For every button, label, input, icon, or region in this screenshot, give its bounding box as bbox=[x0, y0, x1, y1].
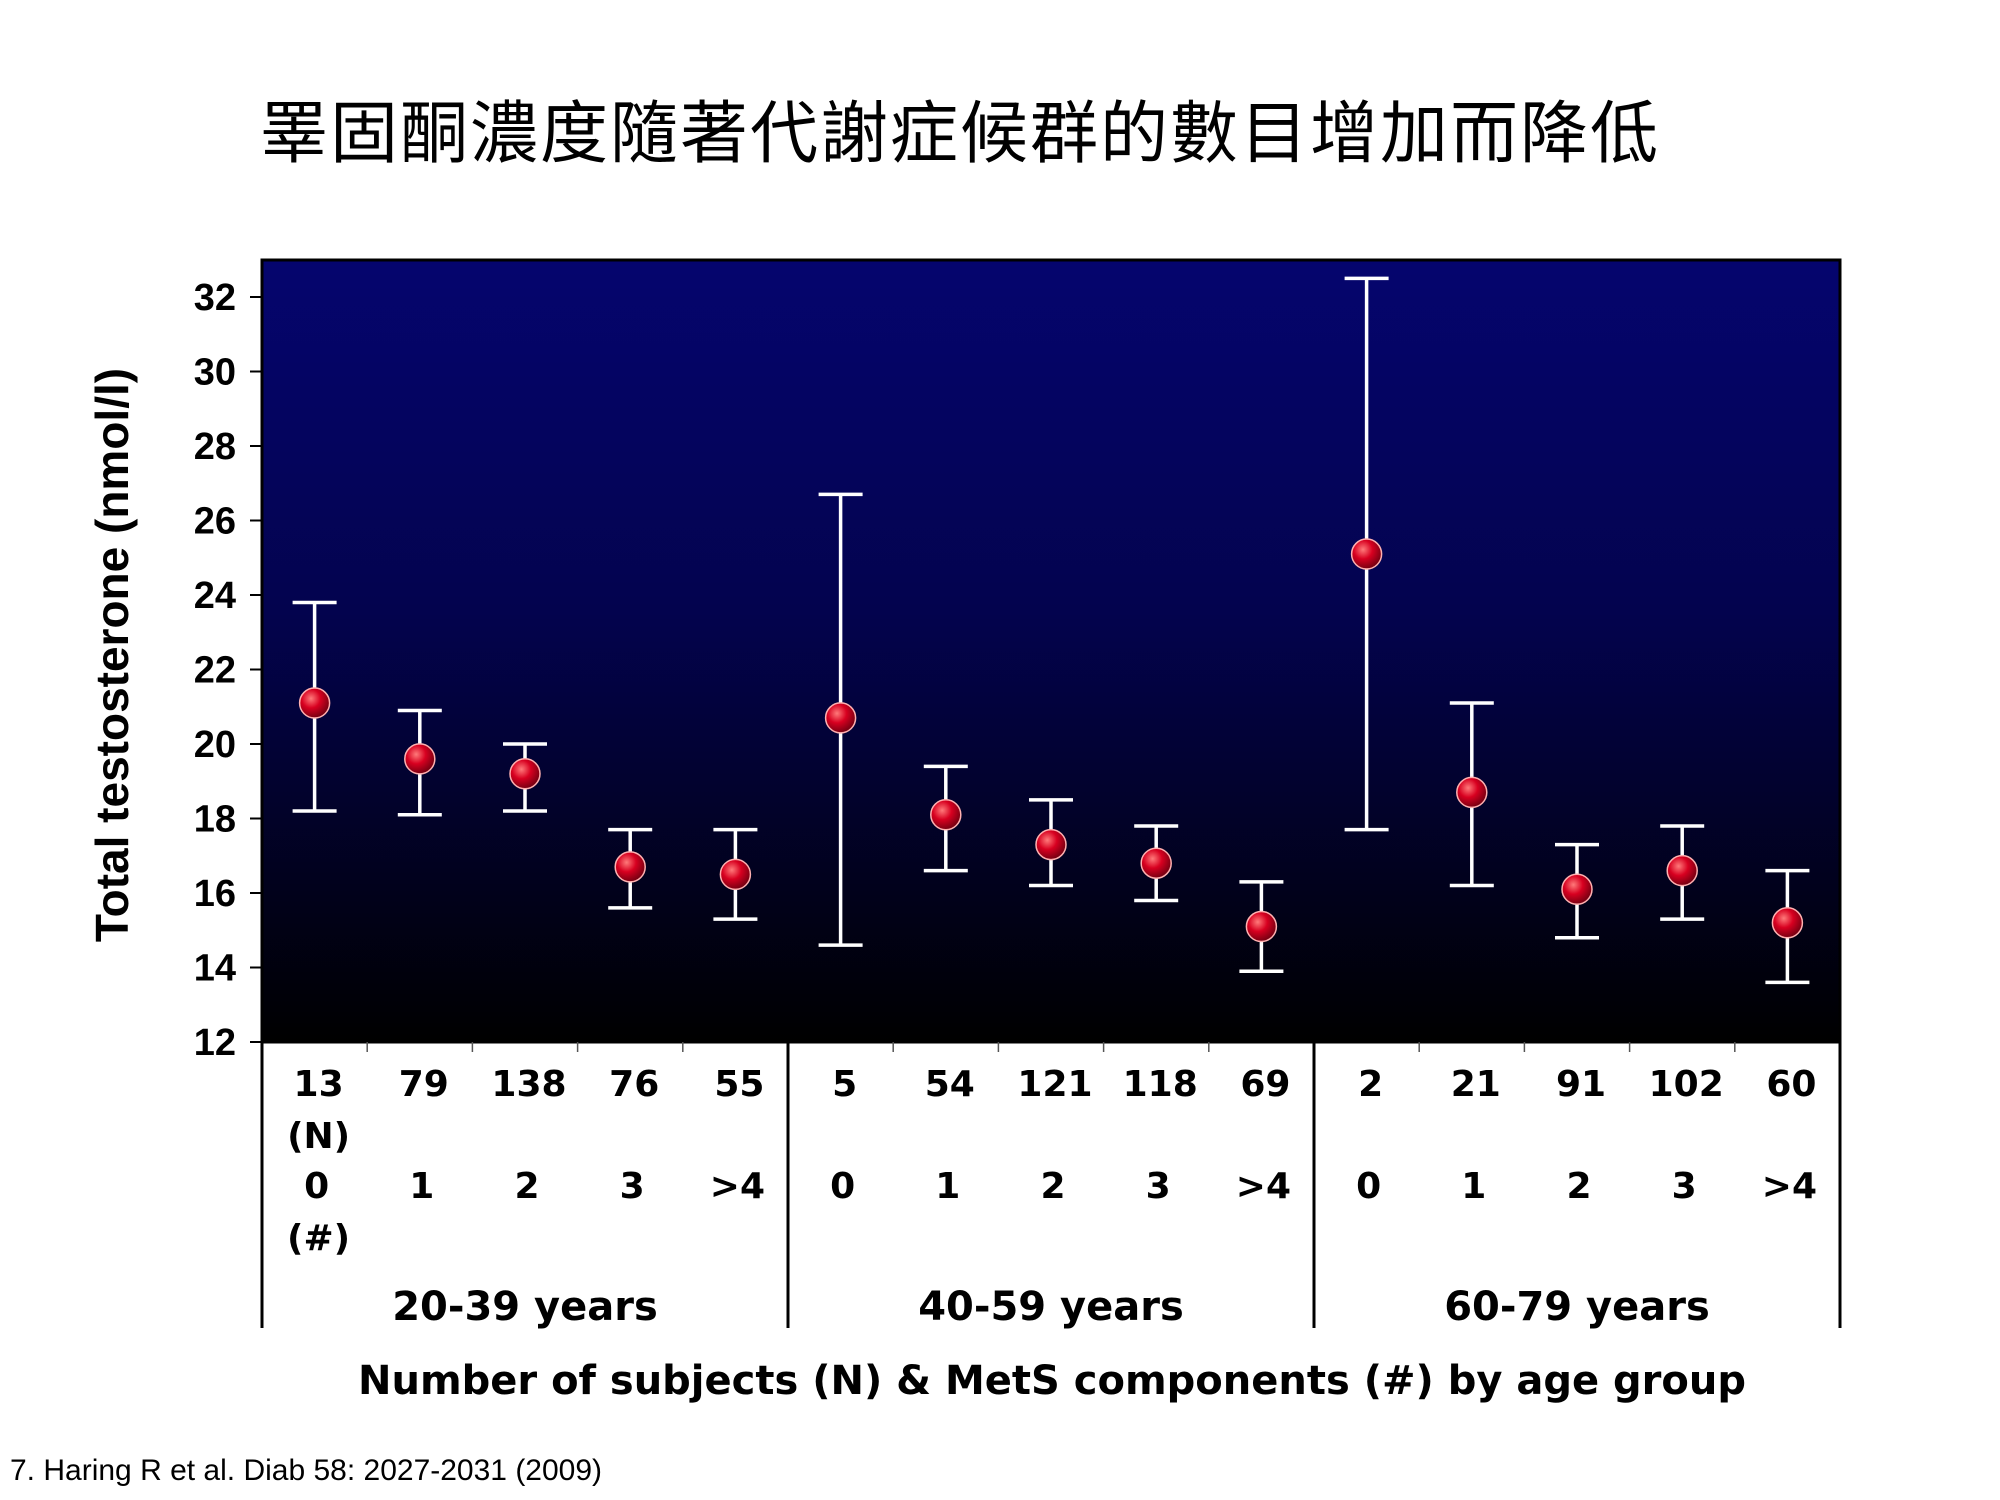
n-value: 138 bbox=[491, 1064, 566, 1105]
mets-row-label: (#) bbox=[287, 1218, 350, 1259]
data-point bbox=[509, 758, 541, 790]
mets-value: 3 bbox=[1146, 1166, 1171, 1207]
data-point bbox=[1771, 907, 1804, 939]
y-tick-label: 18 bbox=[194, 799, 236, 841]
y-axis: 12 14 16 18 20 22 24 26 28 30 32 bbox=[194, 277, 262, 1064]
data-point bbox=[1140, 847, 1172, 879]
mets-value: >4 bbox=[1236, 1166, 1291, 1207]
mets-value: 3 bbox=[620, 1166, 645, 1207]
n-value: 69 bbox=[1240, 1064, 1290, 1105]
data-point bbox=[930, 799, 962, 831]
mets-value: 1 bbox=[935, 1166, 960, 1207]
mets-value: >4 bbox=[710, 1166, 765, 1207]
y-tick-label: 30 bbox=[194, 352, 236, 394]
data-point bbox=[298, 687, 331, 719]
mets-value: 0 bbox=[304, 1166, 329, 1207]
data-point bbox=[1350, 538, 1383, 570]
n-row-label: (N) bbox=[287, 1116, 350, 1157]
n-value: 118 bbox=[1123, 1064, 1198, 1105]
n-value: 5 bbox=[832, 1064, 857, 1105]
n-value: 55 bbox=[714, 1064, 764, 1105]
n-value: 91 bbox=[1556, 1064, 1606, 1105]
mets-value: 1 bbox=[409, 1166, 434, 1207]
mets-value: 2 bbox=[1040, 1166, 1065, 1207]
data-point bbox=[824, 702, 857, 734]
age-group-label: 20-39 years bbox=[392, 1284, 658, 1330]
x-axis-label: Number of subjects (N) & MetS components… bbox=[358, 1358, 1746, 1404]
mets-value: 2 bbox=[514, 1166, 539, 1207]
mets-value: 0 bbox=[1356, 1166, 1381, 1207]
n-value: 60 bbox=[1766, 1064, 1816, 1105]
n-value: 76 bbox=[609, 1064, 659, 1105]
data-point bbox=[1035, 828, 1067, 861]
mets-value: 0 bbox=[830, 1166, 855, 1207]
data-point bbox=[404, 743, 436, 775]
y-tick-label: 22 bbox=[194, 650, 236, 692]
n-value: 102 bbox=[1649, 1064, 1724, 1105]
mets-value: 1 bbox=[1461, 1166, 1486, 1207]
y-tick-label: 12 bbox=[194, 1022, 236, 1064]
y-axis-label: Total testosterone (nmol/l) bbox=[86, 368, 138, 942]
n-value: 79 bbox=[399, 1064, 449, 1105]
data-point bbox=[719, 858, 752, 891]
mets-value: >4 bbox=[1762, 1166, 1817, 1207]
plot-area bbox=[260, 258, 1842, 1044]
age-group-label: 60-79 years bbox=[1444, 1284, 1710, 1330]
n-value: 21 bbox=[1451, 1064, 1501, 1105]
n-value: 13 bbox=[294, 1064, 344, 1105]
data-point bbox=[1456, 776, 1488, 809]
y-tick-label: 16 bbox=[194, 873, 236, 915]
n-value: 121 bbox=[1017, 1064, 1092, 1105]
mets-value: 2 bbox=[1566, 1166, 1591, 1207]
n-value: 2 bbox=[1358, 1064, 1383, 1105]
mets-value: 3 bbox=[1672, 1166, 1697, 1207]
data-point bbox=[1561, 873, 1593, 906]
n-value: 54 bbox=[925, 1064, 975, 1105]
y-tick-label: 24 bbox=[194, 575, 236, 617]
y-tick-label: 26 bbox=[194, 501, 236, 543]
y-tick-label: 32 bbox=[194, 277, 236, 319]
y-tick-label: 28 bbox=[194, 426, 236, 468]
data-marks bbox=[292, 276, 1810, 985]
citation: 7. Haring R et al. Diab 58: 2027-2031 (2… bbox=[10, 1454, 603, 1487]
data-point bbox=[1245, 910, 1278, 943]
age-group-label: 40-59 years bbox=[918, 1284, 1184, 1330]
slide-title: 睪固酮濃度隨著代謝症候群的數目增加而降低 bbox=[259, 95, 1660, 174]
data-point bbox=[614, 851, 646, 883]
y-tick-label: 14 bbox=[194, 948, 236, 990]
y-tick-label: 20 bbox=[194, 724, 236, 766]
data-point bbox=[1666, 854, 1698, 887]
